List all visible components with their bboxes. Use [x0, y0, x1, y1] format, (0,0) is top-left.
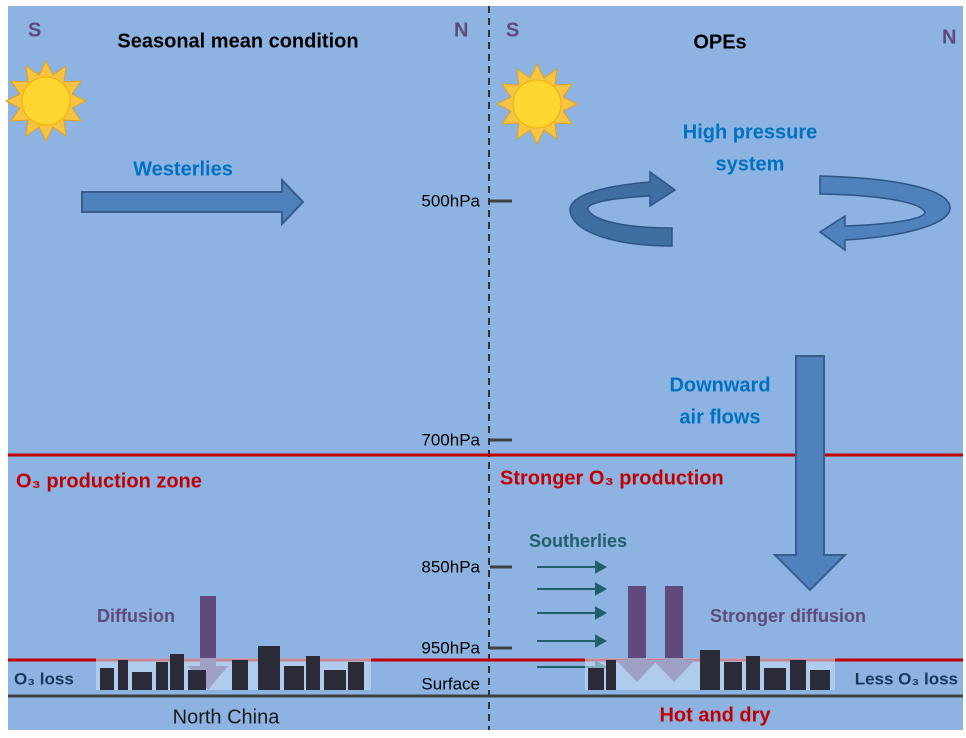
direction-north: N [454, 19, 468, 41]
city-right [585, 650, 835, 690]
downward-label: Downward [669, 374, 770, 396]
diffusion-label: Diffusion [97, 606, 175, 626]
diffusion-arrow-right-1 [616, 586, 658, 682]
loss-label: O₃ loss [14, 669, 74, 688]
condition-label: Hot and dry [659, 704, 771, 726]
city-left [96, 646, 371, 690]
pressure-label: 500hPa [421, 191, 480, 210]
diffusion-arrow-right-2 [653, 586, 695, 682]
sun-right [495, 62, 579, 146]
loss-label: Less O₃ loss [855, 669, 958, 688]
production-label: Stronger O₃ production [500, 467, 724, 489]
production-zone-label: O₃ production zone [16, 470, 202, 492]
panel-title: OPEs [693, 31, 746, 53]
direction-south: S [506, 19, 519, 41]
downward-label: air flows [679, 406, 760, 428]
direction-south: S [28, 19, 41, 41]
pressure-ticks [490, 199, 512, 650]
sun-left [4, 59, 88, 143]
southerlies-label: Southerlies [529, 531, 627, 551]
anticyclone-arrow-left [569, 170, 677, 247]
pressure-label: 950hPa [421, 638, 480, 657]
high-pressure-label: High pressure [683, 121, 817, 143]
high-pressure-label: system [716, 153, 785, 175]
westerlies-arrow [81, 177, 305, 227]
direction-north: N [942, 26, 956, 48]
pressure-label: 700hPa [421, 430, 480, 449]
downward-arrow [772, 355, 848, 592]
anticyclone-arrow-right [818, 175, 951, 252]
diffusion-label: Stronger diffusion [710, 606, 866, 626]
region-label: North China [173, 706, 281, 728]
westerlies-label: Westerlies [133, 158, 233, 180]
panel-title: Seasonal mean condition [117, 30, 358, 52]
pressure-label: Surface [421, 674, 480, 693]
pressure-label: 850hPa [421, 557, 480, 576]
